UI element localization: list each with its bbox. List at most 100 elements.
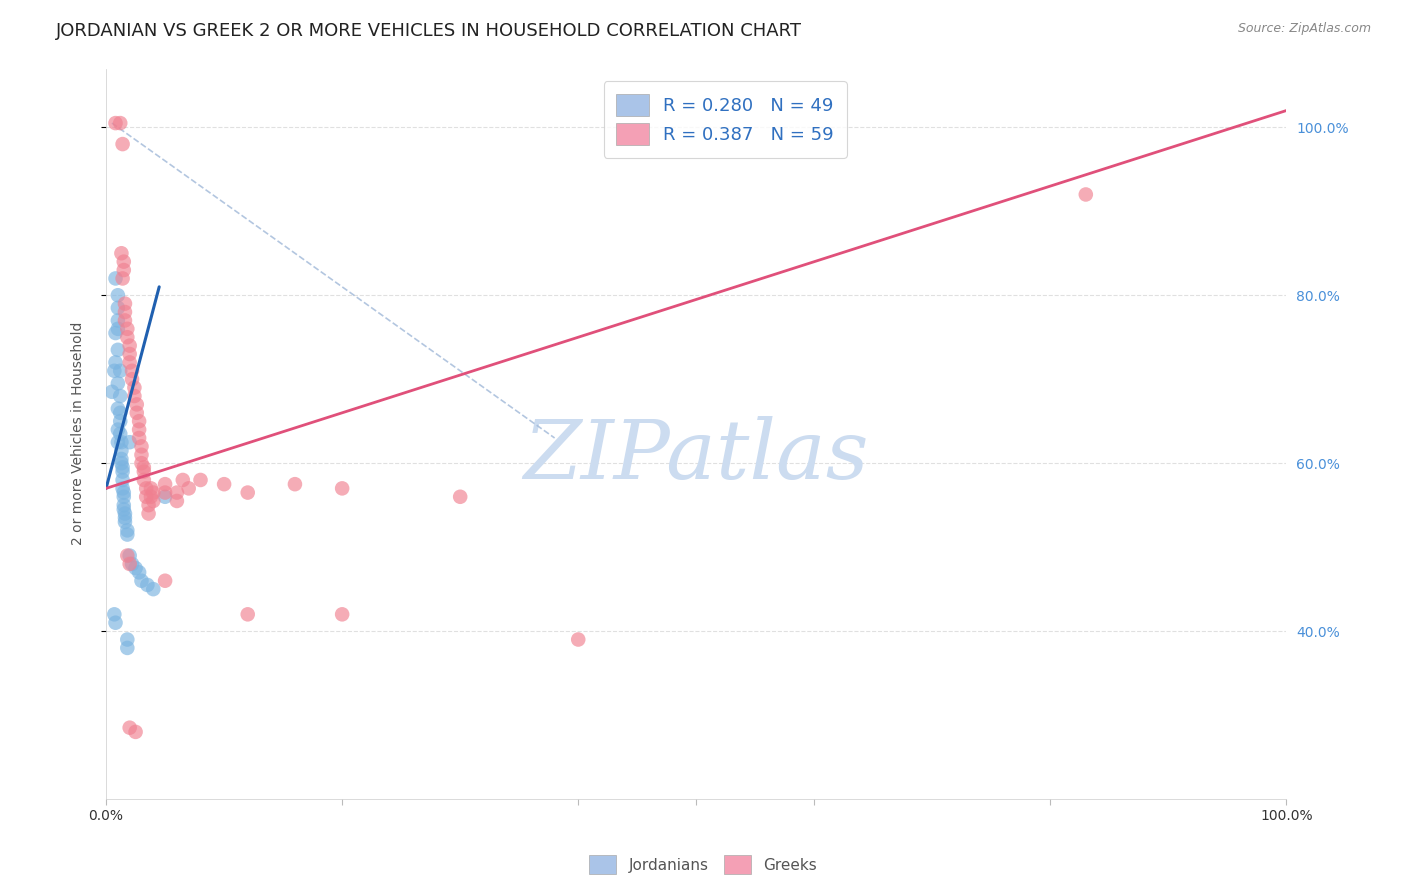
Point [153, 574, 176, 588]
Point [103, 607, 125, 622]
Point [330, 607, 353, 622]
Point [112, 502, 135, 516]
Text: ZIPatlas: ZIPatlas [523, 416, 869, 496]
Point [110, 435, 132, 450]
Point [110, 406, 132, 420]
Point [132, 460, 155, 475]
Point [110, 443, 132, 458]
Point [103, 364, 125, 378]
Point [101, 384, 124, 399]
Point [166, 485, 188, 500]
Point [112, 485, 135, 500]
Point [118, 435, 141, 450]
Point [139, 490, 162, 504]
Point [125, 397, 148, 411]
Point [112, 490, 135, 504]
Point [112, 254, 135, 268]
Point [449, 490, 471, 504]
Point [135, 482, 157, 496]
Point [111, 460, 134, 475]
Point [114, 313, 136, 327]
Point [114, 296, 136, 310]
Point [114, 305, 136, 319]
Point [104, 326, 127, 340]
Point [110, 426, 132, 441]
Point [139, 482, 162, 496]
Point [117, 527, 139, 541]
Point [107, 322, 129, 336]
Point [118, 549, 141, 563]
Point [131, 574, 153, 588]
Point [117, 322, 139, 336]
Point [128, 566, 150, 580]
Point [110, 389, 132, 403]
Point [111, 137, 134, 152]
Point [190, 473, 212, 487]
Point [153, 477, 176, 491]
Point [131, 456, 153, 470]
Point [118, 557, 141, 571]
Point [104, 116, 127, 130]
Point [118, 355, 141, 369]
Point [121, 364, 143, 378]
Text: JORDANIAN VS GREEK 2 OR MORE VEHICLES IN HOUSEHOLD CORRELATION CHART: JORDANIAN VS GREEK 2 OR MORE VEHICLES IN… [56, 22, 803, 40]
Point [111, 465, 134, 479]
Point [284, 477, 307, 491]
Point [111, 473, 134, 487]
Point [236, 485, 259, 500]
Point [117, 549, 139, 563]
Point [110, 414, 132, 428]
Point [142, 485, 165, 500]
Point [117, 632, 139, 647]
Point [110, 452, 132, 467]
Legend: R = 0.280   N = 49, R = 0.387   N = 59: R = 0.280 N = 49, R = 0.387 N = 59 [603, 81, 846, 158]
Point [124, 389, 146, 403]
Legend: Jordanians, Greeks: Jordanians, Greeks [582, 849, 824, 880]
Text: Source: ZipAtlas.com: Source: ZipAtlas.com [1237, 22, 1371, 36]
Point [104, 355, 127, 369]
Point [118, 347, 141, 361]
Point [125, 406, 148, 420]
Point [132, 473, 155, 487]
Point [118, 721, 141, 735]
Point [110, 246, 132, 260]
Point [112, 263, 135, 277]
Point [124, 381, 146, 395]
Point [114, 510, 136, 524]
Point [110, 116, 132, 130]
Point [132, 465, 155, 479]
Point [128, 414, 150, 428]
Point [131, 448, 153, 462]
Point [236, 607, 259, 622]
Point [153, 490, 176, 504]
Point [107, 435, 129, 450]
Point [107, 401, 129, 416]
Point [117, 640, 139, 655]
Point [1074, 187, 1097, 202]
Point [107, 288, 129, 302]
Y-axis label: 2 or more Vehicles in Household: 2 or more Vehicles in Household [72, 322, 86, 546]
Point [138, 498, 160, 512]
Point [138, 507, 160, 521]
Point [111, 271, 134, 285]
Point [177, 482, 200, 496]
Point [104, 271, 127, 285]
Point [136, 578, 159, 592]
Point [118, 338, 141, 352]
Point [124, 725, 146, 739]
Point [111, 482, 134, 496]
Point [107, 313, 129, 327]
Point [128, 423, 150, 437]
Point [114, 507, 136, 521]
Point [142, 494, 165, 508]
Point [131, 439, 153, 453]
Point [567, 632, 589, 647]
Point [121, 557, 143, 571]
Point [110, 364, 132, 378]
Point [153, 485, 176, 500]
Point [172, 473, 194, 487]
Point [117, 524, 139, 538]
Point [104, 615, 127, 630]
Point [135, 490, 157, 504]
Point [110, 456, 132, 470]
